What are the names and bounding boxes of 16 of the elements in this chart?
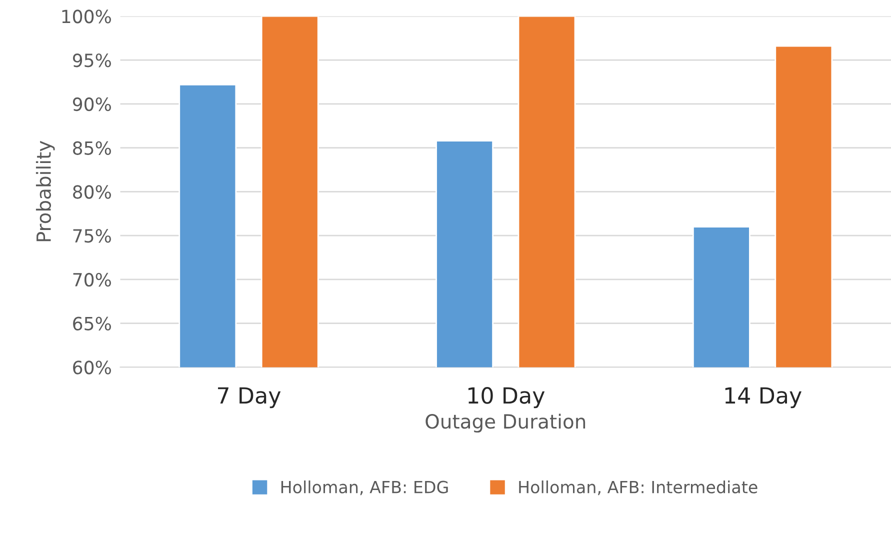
y-axis-title: Probability xyxy=(36,140,55,242)
y-tick-label: 95% xyxy=(72,54,111,68)
y-tick-label: 100% xyxy=(62,10,111,24)
x-tick-label: 14 Day xyxy=(725,387,802,408)
y-tick-label: 70% xyxy=(73,272,111,287)
legend-label: Holloman, AFB: Intermediate xyxy=(519,480,758,496)
x-axis-title: Outage Duration xyxy=(426,414,586,433)
y-tick-label: 85% xyxy=(73,141,111,155)
y-tick-label: 65% xyxy=(73,316,111,330)
y-tick-label: 90% xyxy=(72,97,111,112)
y-tick-label: 60% xyxy=(73,360,111,374)
y-tick-label: 80% xyxy=(73,185,111,199)
legend-label: Holloman, AFB: EDG xyxy=(281,480,448,496)
x-tick-label: 10 Day xyxy=(468,387,545,408)
y-tick-label: 75% xyxy=(73,229,111,243)
x-tick-label: 7 Day xyxy=(218,387,281,408)
